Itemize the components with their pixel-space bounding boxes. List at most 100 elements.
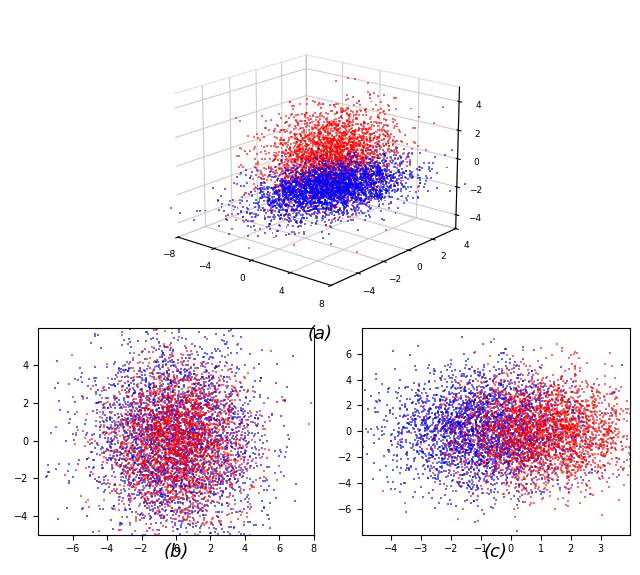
Point — [440, 490, 451, 500]
Point — [514, 406, 524, 415]
Point — [155, 488, 165, 497]
Point — [205, 444, 216, 454]
Point — [247, 482, 257, 492]
Point — [200, 381, 210, 390]
Point — [199, 367, 209, 377]
Point — [150, 388, 161, 397]
Point — [190, 420, 200, 430]
Point — [502, 382, 512, 391]
Point — [193, 477, 203, 486]
Point — [513, 415, 524, 424]
Point — [134, 451, 144, 461]
Point — [222, 444, 232, 453]
Point — [171, 408, 181, 417]
Point — [193, 547, 203, 556]
Point — [568, 432, 578, 441]
Point — [233, 457, 243, 466]
Point — [208, 455, 218, 465]
Point — [107, 408, 117, 417]
Point — [480, 410, 490, 419]
Point — [481, 417, 492, 427]
Point — [223, 492, 234, 501]
Point — [168, 424, 179, 434]
Point — [215, 440, 225, 450]
Point — [533, 395, 543, 404]
Point — [102, 416, 112, 426]
Point — [465, 458, 475, 467]
Point — [150, 438, 161, 447]
Point — [500, 439, 510, 448]
Point — [132, 434, 143, 443]
Point — [158, 470, 168, 480]
Point — [567, 381, 577, 390]
Point — [498, 445, 508, 454]
Point — [177, 396, 188, 405]
Point — [148, 455, 158, 465]
Point — [471, 461, 481, 470]
Point — [452, 438, 462, 447]
Point — [197, 463, 207, 473]
Point — [163, 393, 173, 402]
Point — [145, 426, 156, 435]
Point — [555, 416, 565, 425]
Point — [559, 392, 569, 401]
Point — [182, 450, 193, 459]
Point — [161, 405, 172, 415]
Point — [178, 439, 188, 448]
Point — [214, 453, 224, 462]
Point — [147, 426, 157, 435]
Point — [463, 432, 473, 441]
Point — [132, 443, 143, 453]
Point — [422, 414, 432, 423]
Point — [587, 430, 597, 439]
Point — [509, 406, 519, 415]
Point — [230, 402, 241, 412]
Point — [565, 430, 575, 439]
Point — [182, 457, 193, 466]
Point — [472, 413, 482, 422]
Point — [541, 421, 551, 430]
Point — [473, 501, 483, 511]
Point — [138, 404, 148, 413]
Point — [618, 465, 628, 474]
Point — [412, 407, 422, 416]
Point — [546, 459, 556, 469]
Point — [181, 354, 191, 363]
Point — [148, 398, 159, 407]
Point — [515, 406, 525, 415]
Point — [138, 458, 148, 467]
Point — [452, 462, 463, 471]
Point — [347, 453, 357, 462]
Point — [429, 433, 439, 442]
Point — [447, 436, 457, 445]
Point — [548, 414, 558, 423]
Point — [260, 444, 270, 454]
Point — [563, 462, 573, 471]
Point — [107, 436, 117, 446]
Point — [193, 463, 204, 473]
Point — [490, 381, 500, 390]
Point — [180, 454, 191, 463]
Point — [112, 445, 122, 454]
Point — [127, 442, 138, 451]
Point — [209, 469, 219, 478]
Point — [539, 420, 549, 429]
Point — [551, 395, 561, 404]
Point — [148, 446, 158, 455]
Point — [248, 364, 259, 373]
Point — [164, 401, 174, 411]
Point — [192, 347, 202, 356]
Point — [163, 466, 173, 476]
Point — [439, 450, 449, 459]
Point — [198, 532, 208, 541]
Point — [429, 367, 439, 376]
Point — [129, 435, 140, 444]
Point — [440, 361, 450, 370]
Point — [154, 424, 164, 434]
Point — [573, 451, 584, 461]
Point — [209, 420, 220, 429]
Point — [543, 425, 554, 434]
Point — [179, 479, 189, 488]
Point — [124, 386, 134, 396]
Point — [126, 448, 136, 458]
